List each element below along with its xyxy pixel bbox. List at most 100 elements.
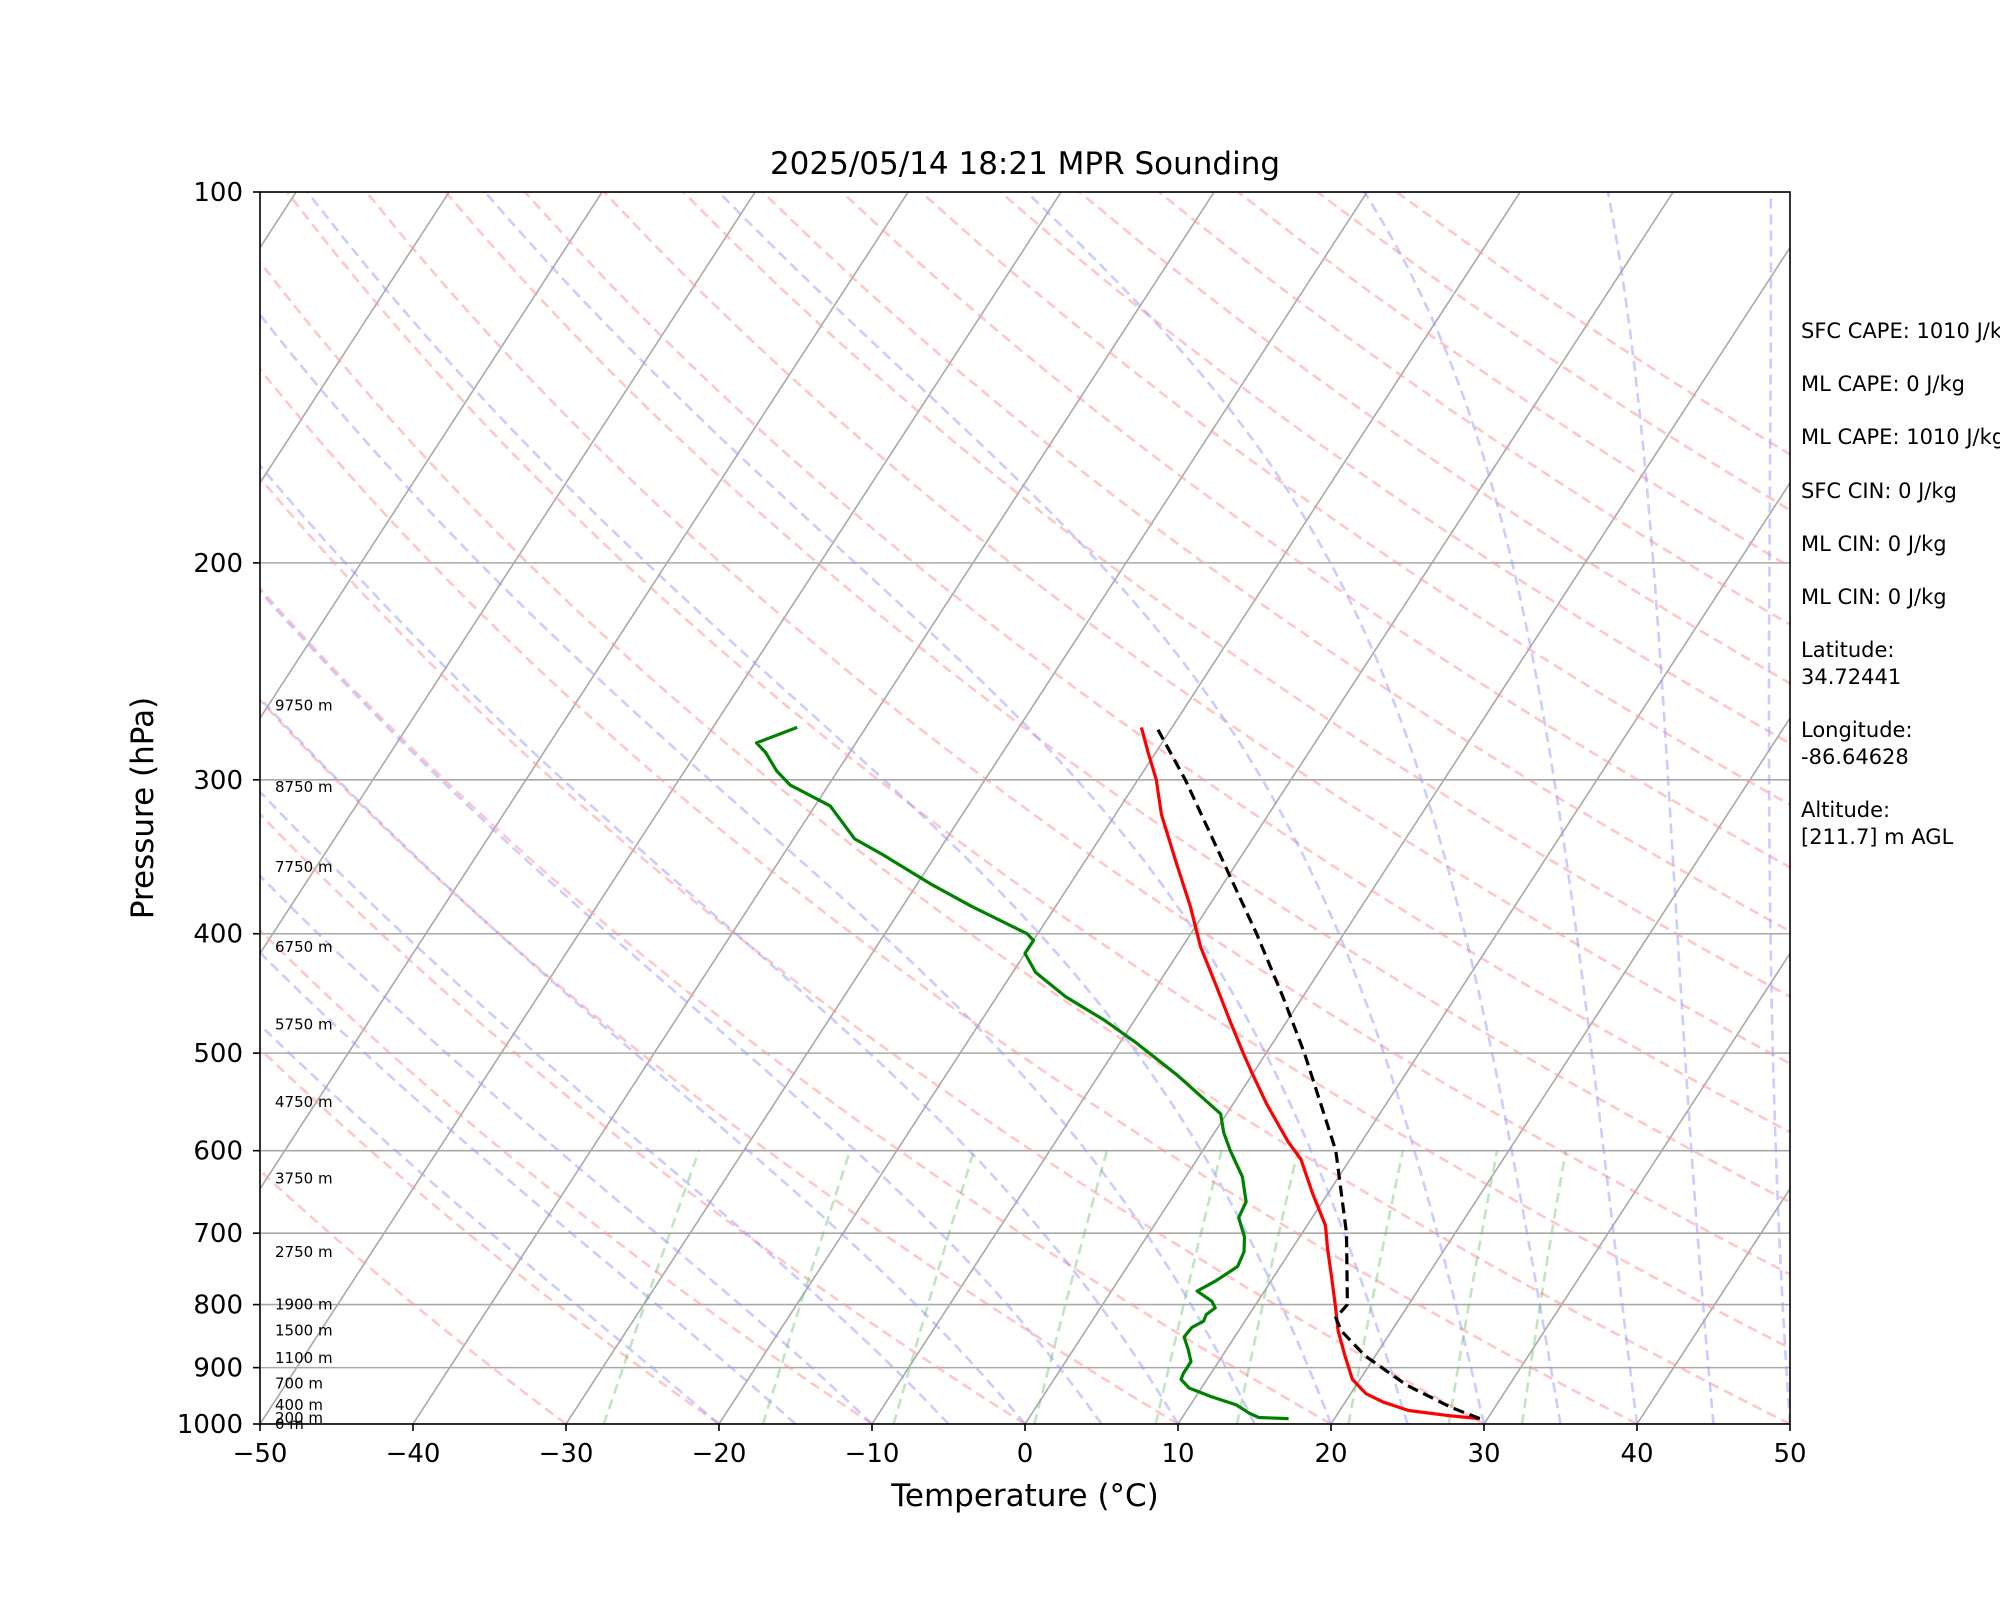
dry-adiabat-line	[523, 192, 1790, 1134]
mixing-ratio-line	[892, 1150, 976, 1424]
y-tick-label: 500	[193, 1039, 243, 1069]
mixing-ratio-line	[602, 1150, 701, 1424]
info-longitude-label: Longitude:	[1801, 718, 1913, 742]
mixing-ratio-line	[1154, 1150, 1223, 1424]
y-tick-label: 1000	[177, 1410, 243, 1440]
y-axis: 1000 900 800 700 600 500 400 300 200 100	[177, 178, 260, 1440]
x-tick-label: 30	[1467, 1439, 1500, 1469]
sounding-lines	[754, 725, 1481, 1421]
height-label: 1500 m	[275, 1322, 333, 1340]
x-tick-label: 20	[1314, 1439, 1347, 1469]
info-altitude: [211.7] m AGL	[1801, 825, 1954, 849]
moist-adiabat-line	[1025, 192, 1562, 1424]
y-tick-label: 900	[193, 1354, 243, 1384]
moist-adiabat-line	[1363, 192, 1639, 1424]
moist-adiabat-line	[260, 312, 1256, 1424]
isotherm-line	[260, 192, 756, 955]
dry-adiabat-line	[1078, 192, 1790, 685]
isotherm-line	[718, 192, 1521, 1424]
y-axis-label: Pressure (hPa)	[125, 697, 161, 919]
parcel-line	[1155, 726, 1481, 1421]
height-label: 400 m	[275, 1396, 323, 1414]
y-tick-label: 400	[193, 920, 243, 950]
moist-adiabat-line	[260, 463, 1180, 1424]
height-label: 2750 m	[275, 1243, 333, 1261]
height-label: 1100 m	[275, 1349, 333, 1367]
info-altitude-label: Altitude:	[1801, 798, 1890, 822]
info-longitude: -86.64628	[1801, 745, 1909, 769]
moist-adiabat-line	[260, 950, 797, 1424]
info-ml-cape-2: ML CAPE: 1010 J/kg	[1801, 425, 2000, 449]
dry-adiabat-line	[920, 192, 1790, 807]
x-tick-label: 40	[1620, 1439, 1653, 1469]
isotherm-line	[260, 192, 1062, 1424]
x-tick-label: 10	[1161, 1439, 1194, 1469]
mixing-ratio-line	[1033, 1150, 1109, 1424]
dry-adiabat-line	[260, 698, 1179, 1424]
dry-adiabat-line	[260, 476, 1485, 1424]
background-lines	[0, 192, 1790, 1424]
height-label: 5750 m	[275, 1016, 333, 1034]
isotherm-line	[1024, 246, 1790, 1424]
moist-adiabat-line	[306, 192, 1333, 1424]
x-tick-label: 0	[1017, 1439, 1034, 1469]
isotherm-line	[1330, 716, 1790, 1424]
moist-adiabat-line	[260, 696, 1027, 1424]
temperature-line	[1139, 726, 1480, 1421]
isotherm-line	[260, 192, 909, 1191]
height-label: 700 m	[275, 1374, 323, 1392]
dry-adiabat-line	[444, 192, 1790, 1204]
dry-adiabat-line	[286, 192, 1790, 1350]
isotherm-line	[565, 192, 1368, 1424]
isotherm-line	[260, 192, 603, 720]
moist-adiabat-line	[260, 1023, 720, 1424]
dry-adiabat-line	[603, 192, 1790, 1066]
info-ml-cin-2: ML CIN: 0 J/kg	[1801, 585, 1947, 609]
mixing-ratio-line	[1235, 1150, 1300, 1424]
info-ml-cape-1: ML CAPE: 0 J/kg	[1801, 372, 1965, 396]
dry-adiabat-line	[999, 192, 1790, 745]
moist-adiabat-line	[260, 589, 1103, 1424]
moist-adiabat-line	[717, 192, 1486, 1424]
info-latitude: 34.72441	[1801, 665, 1901, 689]
dry-adiabat-line	[365, 192, 1790, 1276]
mixing-ratio-line	[1447, 1150, 1499, 1424]
x-tick-label: −20	[692, 1439, 747, 1469]
x-tick-label: −50	[233, 1439, 288, 1469]
height-label: 4750 m	[275, 1093, 333, 1111]
info-ml-cin-1: ML CIN: 0 J/kg	[1801, 532, 1947, 556]
isotherm-line	[412, 192, 1215, 1424]
dry-adiabat-line	[260, 812, 1026, 1424]
info-sfc-cin: SFC CIN: 0 J/kg	[1801, 479, 1957, 503]
x-axis: −50 −40 −30 −20 −10 0 10 20 30 40 50	[233, 1424, 1807, 1469]
isotherm-line	[260, 192, 450, 485]
chart-title: 2025/05/14 18:21 MPR Sounding	[770, 146, 1280, 182]
x-tick-label: −10	[845, 1439, 900, 1469]
height-label: 1900 m	[275, 1296, 333, 1314]
moist-adiabat-line	[1767, 192, 1790, 1424]
dry-adiabat-line	[260, 928, 873, 1424]
mixing-ratio-line	[1520, 1150, 1568, 1424]
x-axis-label: Temperature (°C)	[890, 1478, 1159, 1514]
dewpoint-line	[754, 725, 1289, 1421]
info-latitude-label: Latitude:	[1801, 638, 1895, 662]
moist-adiabat-line	[260, 873, 873, 1424]
dry-adiabat-line	[260, 1047, 720, 1424]
dry-adiabat-line	[682, 192, 1790, 999]
dry-adiabat-line	[260, 367, 1638, 1424]
sounding-info-panel: SFC CAPE: 1010 J/kg ML CAPE: 0 J/kg ML C…	[1801, 319, 2000, 849]
y-tick-label: 800	[193, 1291, 243, 1321]
y-tick-label: 200	[193, 549, 243, 579]
y-tick-label: 700	[193, 1219, 243, 1249]
isotherm-line	[1177, 481, 1790, 1424]
y-tick-label: 100	[193, 178, 243, 208]
height-label: 8750 m	[275, 778, 333, 796]
isotherm-line	[0, 192, 143, 1424]
height-label: 200 m	[275, 1409, 323, 1427]
mixing-ratio-line	[1347, 1150, 1405, 1424]
height-label: 9750 m	[275, 696, 333, 714]
height-label: 7750 m	[275, 858, 333, 876]
isotherm-line	[1636, 1187, 1790, 1424]
